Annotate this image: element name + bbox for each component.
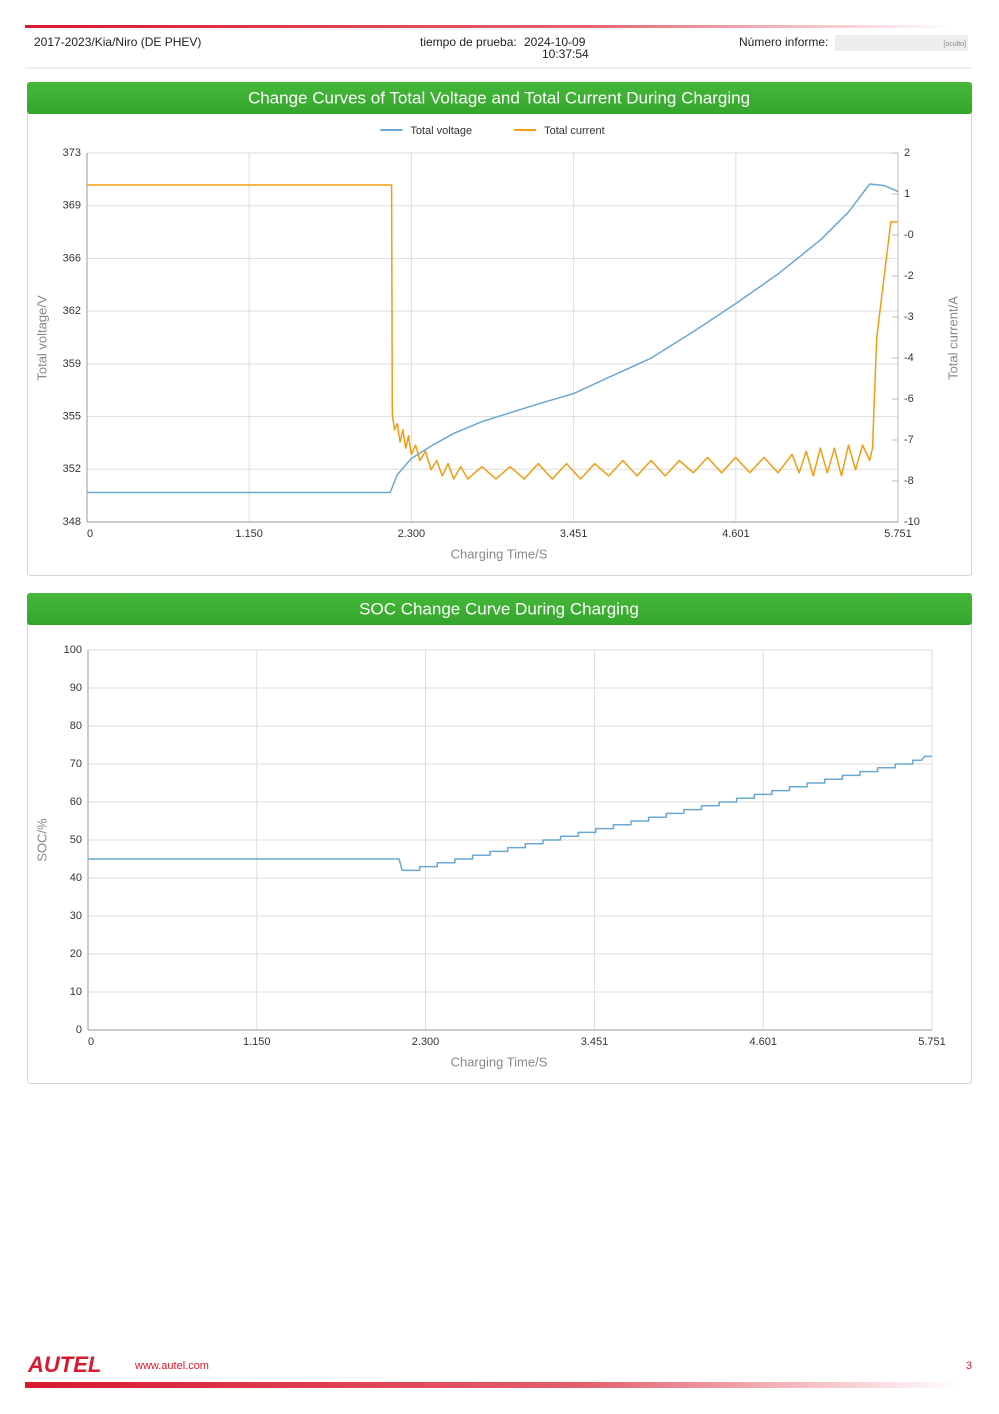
panel bbox=[27, 593, 972, 1084]
y-tick-label: 60 bbox=[70, 796, 82, 808]
y2-tick-label: 1 bbox=[904, 188, 910, 200]
y-tick-label: 362 bbox=[63, 305, 81, 317]
panel bbox=[27, 82, 972, 576]
x-tick-label: 5.751 bbox=[918, 1036, 946, 1048]
y2-tick-label: -6 bbox=[904, 393, 914, 405]
x-tick-label: 0 bbox=[87, 528, 93, 540]
test-time-label: tiempo de prueba: bbox=[420, 35, 517, 49]
y-tick-label: 369 bbox=[63, 200, 81, 212]
y-tick-label: 10 bbox=[70, 986, 82, 998]
panel-header bbox=[27, 82, 972, 114]
y-tick-label: 352 bbox=[63, 463, 81, 475]
y-tick-label: 359 bbox=[63, 358, 81, 370]
y-tick-label: 90 bbox=[70, 682, 82, 694]
bottom-rule bbox=[25, 1382, 960, 1388]
chart-title: Change Curves of Total Voltage and Total… bbox=[248, 88, 750, 107]
y-axis-label: SOC/% bbox=[34, 818, 49, 862]
y2-tick-label: -10 bbox=[904, 516, 920, 528]
y2-tick-label: -7 bbox=[904, 434, 914, 446]
report-number-box bbox=[835, 35, 968, 51]
x-axis-label: Charging Time/S bbox=[451, 546, 548, 561]
y-tick-label: 80 bbox=[70, 720, 82, 732]
line-series bbox=[88, 755, 932, 872]
x-tick-label: 1.150 bbox=[235, 528, 263, 540]
y-tick-label: 50 bbox=[70, 834, 82, 846]
y-tick-label: 355 bbox=[63, 411, 81, 423]
report-number: [oculto] bbox=[943, 41, 966, 48]
y2-tick-label: 2 bbox=[904, 147, 910, 159]
y-tick-label: 348 bbox=[63, 516, 81, 528]
y2-tick-label: -4 bbox=[904, 352, 914, 364]
legend-label: Total voltage bbox=[410, 125, 472, 137]
line-series bbox=[87, 184, 898, 480]
report-number-label: Número informe: bbox=[739, 35, 828, 49]
x-tick-label: 4.601 bbox=[749, 1036, 777, 1048]
y2-tick-label: -2 bbox=[904, 270, 914, 282]
y-tick-label: 373 bbox=[63, 147, 81, 159]
vehicle: 2017-2023/Kia/Niro (DE PHEV) bbox=[34, 35, 201, 49]
y-tick-label: 30 bbox=[70, 910, 82, 922]
y-axis-label: Total voltage/V bbox=[34, 295, 49, 381]
x-tick-label: 0 bbox=[88, 1036, 94, 1048]
x-tick-label: 3.451 bbox=[581, 1036, 609, 1048]
test-date: 2024-10-09 bbox=[524, 35, 586, 49]
y-tick-label: 100 bbox=[64, 644, 82, 656]
website[interactable]: www.autel.com bbox=[134, 1360, 209, 1372]
logo: AUTEL bbox=[27, 1352, 101, 1377]
y2-axis-label: Total current/A bbox=[945, 296, 960, 380]
x-axis-label: Charging Time/S bbox=[451, 1054, 548, 1069]
chart-title: SOC Change Curve During Charging bbox=[359, 599, 639, 618]
x-tick-label: 2.300 bbox=[398, 528, 426, 540]
y2-tick-label: -3 bbox=[904, 311, 914, 323]
y2-tick-label: -0 bbox=[904, 229, 914, 241]
x-tick-label: 4.601 bbox=[722, 528, 750, 540]
y-tick-label: 40 bbox=[70, 872, 82, 884]
top-rule bbox=[25, 25, 955, 28]
page-number: 3 bbox=[966, 1360, 972, 1372]
legend-label: Total current bbox=[544, 125, 605, 137]
x-tick-label: 1.150 bbox=[243, 1036, 271, 1048]
y-tick-label: 0 bbox=[76, 1024, 82, 1036]
y-tick-label: 366 bbox=[63, 252, 81, 264]
x-tick-label: 2.300 bbox=[412, 1036, 440, 1048]
y-tick-label: 70 bbox=[70, 758, 82, 770]
y2-tick-label: -8 bbox=[904, 475, 914, 487]
x-tick-label: 3.451 bbox=[560, 528, 588, 540]
test-clock: 10:37:54 bbox=[542, 47, 589, 61]
panel-header bbox=[27, 593, 972, 625]
x-tick-label: 5.751 bbox=[884, 528, 912, 540]
y-tick-label: 20 bbox=[70, 948, 82, 960]
line-series bbox=[87, 183, 899, 494]
